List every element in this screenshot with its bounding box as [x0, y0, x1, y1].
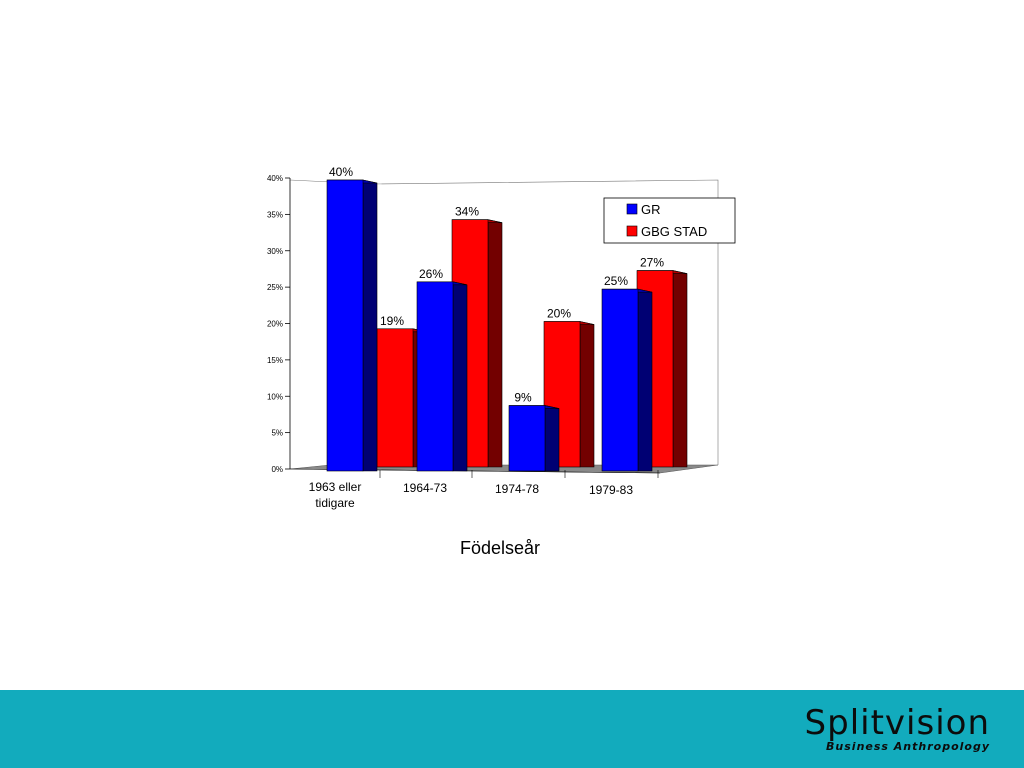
x-axis-label: Födelseår — [459, 538, 541, 558]
y-tick-label: 30% — [267, 247, 283, 256]
y-tick-label: 25% — [267, 283, 283, 292]
bar-side-gr — [452, 281, 468, 472]
bar-gr — [601, 288, 639, 472]
y-tick-label: 40% — [267, 174, 283, 183]
y-tick-label: 0% — [271, 465, 283, 474]
y-tick-label: 15% — [267, 356, 283, 365]
data-label: 40% — [329, 165, 353, 179]
bar-side-gbg-stad — [579, 321, 595, 468]
y-tick-label: 35% — [267, 210, 283, 219]
logo-tagline: Business Anthropology — [826, 740, 990, 753]
bar-gr — [416, 281, 454, 472]
bar-side-gbg-stad — [672, 270, 688, 468]
bar-gr — [326, 179, 364, 472]
x-category-label: 1963 eller — [309, 480, 362, 494]
y-tick-label: 5% — [271, 429, 283, 438]
data-label: 20% — [547, 307, 571, 321]
splitvision-logo: Splitvision Business Anthropology — [790, 704, 990, 758]
data-label: 26% — [419, 267, 443, 281]
bar-chart: 0% 5% 10% 15% 20% 25% 30% 35% 40% 1963 eller tidig… — [267, 165, 736, 510]
x-category-label: tidigare — [315, 496, 355, 510]
legend-entry: GR — [641, 202, 661, 217]
x-category-label: 1974-78 — [495, 482, 539, 496]
x-category-label: 1964-73 — [403, 481, 447, 495]
bar-side-gr — [544, 405, 560, 472]
bar-gr — [508, 405, 546, 472]
legend-swatch — [626, 225, 638, 237]
bar-gbg-stad — [376, 328, 414, 468]
legend-entry: GBG STAD — [641, 224, 707, 239]
data-label: 27% — [640, 256, 664, 270]
logo-wordmark: Splitvision — [804, 703, 990, 743]
footer-bar: Splitvision Business Anthropology — [0, 690, 1024, 768]
data-label: 34% — [455, 205, 479, 219]
x-category-label: 1979-83 — [589, 483, 633, 497]
y-tick-label: 20% — [267, 320, 283, 329]
y-tick-label: 10% — [267, 392, 283, 401]
bar-side-gr — [362, 179, 378, 472]
bar-side-gr — [637, 288, 653, 472]
data-label: 9% — [514, 391, 532, 405]
bar-side-gbg-stad — [487, 219, 503, 468]
legend-box — [603, 197, 736, 244]
data-label: 19% — [380, 314, 404, 328]
data-label: 25% — [604, 274, 628, 288]
legend-swatch — [626, 203, 638, 215]
